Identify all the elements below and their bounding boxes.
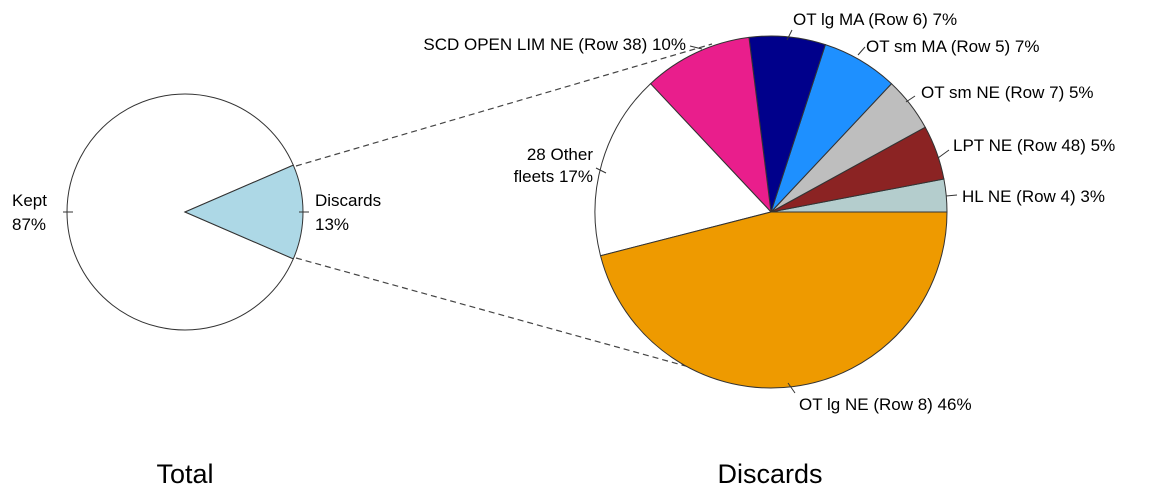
- total-pie: Kept 87% Discards 13% Total: [12, 93, 381, 489]
- slice-label-scd-open-lim-ne: SCD OPEN LIM NE (Row 38) 10%: [423, 35, 686, 54]
- pie-slice-scd-open-lim-ne: [649, 36, 772, 214]
- slice-label-kept: Kept: [12, 191, 47, 210]
- leader-line-lpt-ne: [937, 149, 950, 159]
- slice-label-ot-lg-ne: OT lg NE (Row 8) 46%: [799, 395, 972, 414]
- slice-label-ot-sm-ne: OT sm NE (Row 7) 5%: [921, 83, 1094, 102]
- discards-pie: HL NE (Row 4) 3% LPT NE (Row 48) 5% OT s…: [423, 10, 1115, 489]
- leader-line-ot-sm-ne: [905, 95, 916, 103]
- pie-slice-ot-lg-ne: [599, 211, 948, 389]
- leader-line-ot-sm-ma: [857, 46, 866, 56]
- pie-slice-other-fleets: [594, 82, 772, 257]
- chart-title-discards: Discards: [717, 459, 822, 489]
- slice-label-hl-ne: HL NE (Row 4) 3%: [962, 187, 1105, 206]
- slice-percent-kept: 87%: [12, 215, 46, 234]
- leader-line-scd-open-lim-ne: [689, 45, 703, 50]
- leader-line-ot-lg-ne: [787, 382, 796, 394]
- slice-label-other-fleets-line1: 28 Other: [527, 145, 593, 164]
- slice-label-other-fleets: 28 Other fleets 17%: [514, 145, 594, 186]
- leader-line-ot-lg-ma: [786, 29, 793, 41]
- leader-line-other-fleets: [595, 167, 607, 174]
- slice-label-ot-sm-ma: OT sm MA (Row 5) 7%: [866, 37, 1040, 56]
- slice-percent-discards: 13%: [315, 215, 349, 234]
- slice-label-lpt-ne: LPT NE (Row 48) 5%: [953, 136, 1115, 155]
- slice-label-ot-lg-ma: OT lg MA (Row 6) 7%: [793, 10, 957, 29]
- leader-line-hl-ne: [945, 194, 958, 197]
- slice-label-discards: Discards: [315, 191, 381, 210]
- chart-title-total: Total: [156, 459, 213, 489]
- slice-label-other-fleets-line2: fleets 17%: [514, 167, 593, 186]
- connector-line-top: [295, 43, 713, 167]
